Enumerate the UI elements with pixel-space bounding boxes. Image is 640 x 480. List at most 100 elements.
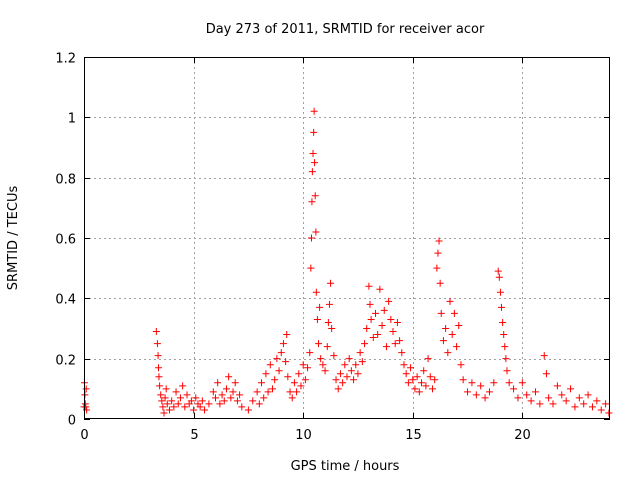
y-axis-label: SRMTID / TECUs — [6, 186, 21, 291]
data-point — [339, 379, 347, 387]
data-point — [227, 394, 235, 402]
data-point — [288, 394, 296, 402]
data-point — [553, 382, 561, 390]
axis-ticks: 0 5 10 15 20 0 0.2 0.4 0.6 0.8 1 1.2 — [55, 52, 610, 443]
data-point — [214, 379, 222, 387]
data-point — [181, 403, 189, 411]
data-point — [284, 373, 292, 381]
y-tick-label: 1 — [68, 112, 76, 127]
data-point — [222, 385, 230, 393]
data-point — [309, 150, 317, 158]
data-point — [455, 321, 463, 329]
data-point — [308, 168, 316, 176]
data-point — [275, 367, 283, 375]
data-point — [187, 397, 195, 405]
data-point — [450, 309, 458, 317]
data-point — [435, 237, 443, 245]
data-point — [490, 379, 498, 387]
y-tick-label: 1.2 — [55, 52, 76, 67]
data-point — [301, 376, 309, 384]
chart-title: Day 273 of 2011, SRMTID for receiver aco… — [206, 22, 485, 37]
data-point — [313, 315, 321, 323]
data-point — [183, 391, 191, 399]
data-point — [387, 315, 395, 323]
data-point — [345, 355, 353, 363]
y-tick-label: 0.8 — [55, 173, 76, 188]
data-point — [205, 400, 213, 408]
data-point — [418, 379, 426, 387]
data-point — [325, 300, 333, 308]
data-point — [334, 385, 342, 393]
x-axis-label: GPS time / hours — [291, 459, 400, 474]
data-point — [453, 343, 461, 351]
data-point — [597, 406, 605, 414]
data-point — [244, 406, 252, 414]
data-point — [328, 325, 336, 332]
data-point — [366, 300, 374, 308]
data-point — [311, 159, 319, 167]
data-point — [424, 355, 432, 363]
data-point — [588, 403, 596, 411]
data-point — [385, 297, 393, 305]
data-point — [238, 403, 246, 411]
data-point — [409, 376, 417, 384]
data-point — [160, 409, 168, 417]
data-point — [260, 394, 268, 402]
data-point — [374, 331, 382, 339]
data-point — [393, 318, 401, 326]
data-point — [446, 297, 454, 305]
data-point — [398, 349, 406, 357]
data-point — [279, 340, 287, 348]
data-point — [286, 388, 294, 396]
data-point — [158, 397, 166, 405]
data-point — [283, 331, 291, 339]
data-point — [290, 379, 298, 387]
data-point — [558, 391, 566, 399]
data-point — [216, 400, 224, 408]
data-point — [540, 352, 548, 360]
data-point — [415, 388, 423, 396]
data-point — [411, 385, 419, 393]
grid-lines — [84, 57, 610, 419]
data-point — [584, 391, 592, 399]
data-point — [307, 264, 315, 272]
data-point — [201, 406, 209, 414]
data-point — [306, 349, 314, 357]
data-point — [363, 325, 371, 332]
data-point — [354, 370, 362, 378]
data-point — [310, 128, 318, 136]
data-point — [448, 331, 456, 339]
data-point — [400, 361, 408, 369]
data-point — [500, 331, 508, 339]
data-point — [523, 391, 531, 399]
data-point — [358, 358, 366, 366]
data-point — [404, 379, 412, 387]
data-point — [229, 388, 237, 396]
data-point — [317, 355, 325, 363]
data-point — [420, 367, 428, 375]
data-point — [376, 285, 384, 293]
data-point — [179, 382, 187, 390]
data-point — [299, 361, 307, 369]
data-point — [571, 403, 579, 411]
data-point — [501, 343, 509, 351]
data-point — [154, 352, 162, 360]
data-point — [295, 370, 303, 378]
data-point — [477, 382, 485, 390]
data-point — [152, 328, 160, 336]
data-point — [352, 361, 360, 369]
data-point — [155, 373, 163, 381]
data-point — [481, 394, 489, 402]
data-point — [378, 321, 386, 329]
data-point — [457, 361, 465, 369]
data-point — [266, 361, 274, 369]
data-point — [562, 397, 570, 405]
data-point — [225, 373, 233, 381]
data-point — [190, 406, 198, 414]
data-point — [593, 397, 601, 405]
data-point — [170, 403, 178, 411]
data-point — [293, 388, 301, 396]
data-point — [472, 391, 480, 399]
data-point — [464, 388, 472, 396]
